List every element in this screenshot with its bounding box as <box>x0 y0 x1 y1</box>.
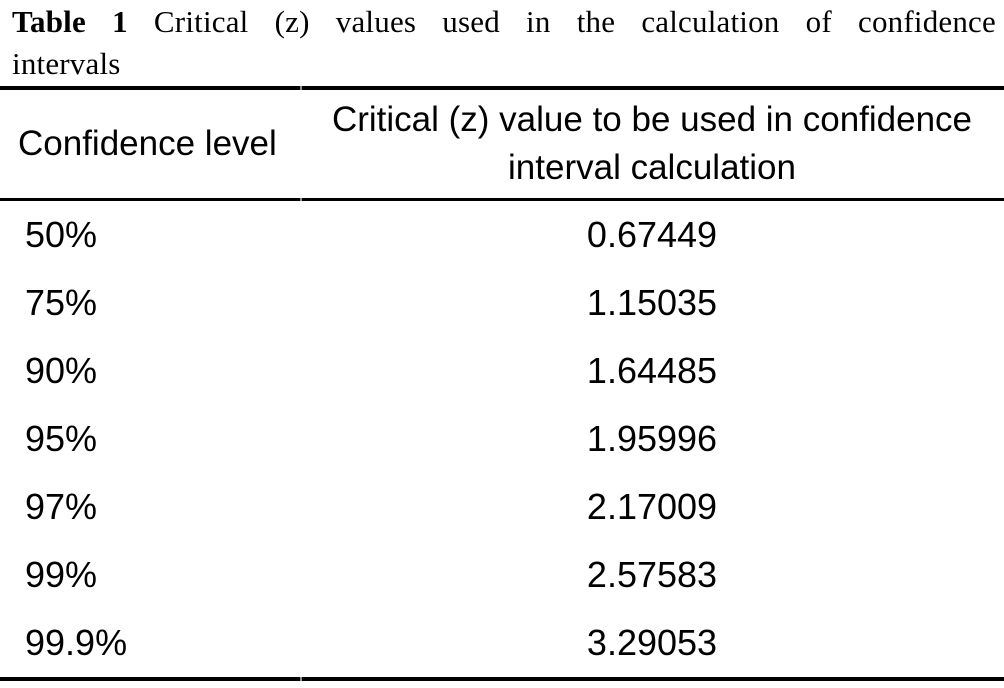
table-row: 50% 0.67449 <box>0 201 1004 269</box>
table-row: 99% 2.57583 <box>0 541 1004 609</box>
table-header-row: Confidence level Critical (z) value to b… <box>0 90 1004 198</box>
z-value-cell: 2.17009 <box>586 486 718 527</box>
confidence-level-cell: 95% <box>25 418 98 459</box>
z-value-cell: 1.64485 <box>586 350 718 391</box>
z-value-cell: 1.15035 <box>586 282 718 323</box>
table-row: 95% 1.95996 <box>0 405 1004 473</box>
z-value-cell: 2.57583 <box>586 554 718 595</box>
z-value-cell: 1.95996 <box>586 418 718 459</box>
column-header-critical-z-text: Critical (z) value to be used in confide… <box>331 100 973 187</box>
caption-line-1: Table 1 Critical (z) values used in the … <box>12 1 996 43</box>
caption-line-2: intervals <box>12 46 121 81</box>
table-top-rule <box>0 86 1004 90</box>
table-row: 97% 2.17009 <box>0 473 1004 541</box>
table-body: 50% 0.67449 75% 1.15035 90% 1.64485 95% … <box>0 201 1004 677</box>
confidence-level-cell: 90% <box>25 350 98 391</box>
table-row: 90% 1.64485 <box>0 337 1004 405</box>
table-row: 75% 1.15035 <box>0 269 1004 337</box>
caption-text: Critical (z) values used in the calculat… <box>153 4 996 39</box>
column-header-critical-z: Critical (z) value to be used in confide… <box>300 96 1004 192</box>
confidence-level-cell: 99% <box>25 554 98 595</box>
z-value-cell: 0.67449 <box>586 214 718 255</box>
confidence-level-cell: 75% <box>25 282 98 323</box>
table-row: 99.9% 3.29053 <box>0 609 1004 677</box>
table-bottom-rule <box>0 677 1004 681</box>
table-caption: Table 1 Critical (z) values used in the … <box>0 0 1004 85</box>
column-header-confidence-level: Confidence level <box>18 124 277 163</box>
confidence-level-cell: 97% <box>25 486 98 527</box>
caption-label: Table 1 <box>12 4 128 39</box>
confidence-level-cell: 99.9% <box>25 622 128 663</box>
table-header-rule <box>0 198 1004 201</box>
confidence-level-cell: 50% <box>25 214 98 255</box>
z-value-cell: 3.29053 <box>586 622 718 663</box>
